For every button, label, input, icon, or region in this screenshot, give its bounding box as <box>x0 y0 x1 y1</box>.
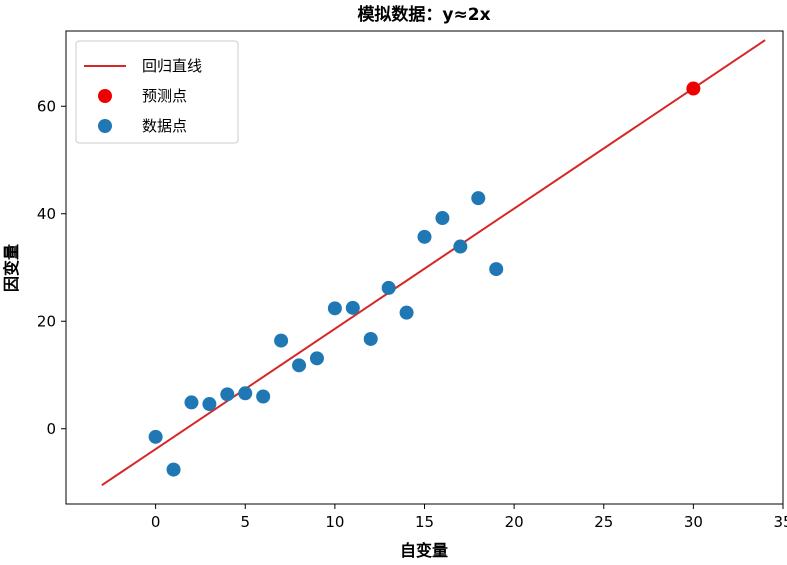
predicted-point <box>686 81 701 96</box>
data-point <box>292 358 307 373</box>
y-tick-label: 20 <box>37 312 56 330</box>
legend-marker-swatch <box>98 119 112 133</box>
plot-area <box>101 39 766 487</box>
x-tick-label: 30 <box>684 513 703 531</box>
data-point <box>363 331 378 346</box>
y-axis-label: 因变量 <box>2 244 21 292</box>
legend-label: 数据点 <box>142 117 187 135</box>
chart-title: 模拟数据：y≈2x <box>357 4 490 25</box>
x-tick-label: 35 <box>773 513 787 531</box>
data-point <box>399 305 414 320</box>
data-point <box>417 229 432 244</box>
legend-label: 预测点 <box>142 87 187 105</box>
x-tick-label: 25 <box>594 513 613 531</box>
x-axis: 0 5 10 15 20 25 30 35 <box>151 504 787 531</box>
legend-marker-swatch <box>98 89 112 103</box>
data-point <box>238 386 253 401</box>
x-tick-label: 5 <box>240 513 250 531</box>
y-tick-label: 60 <box>37 97 56 115</box>
data-point <box>471 191 486 206</box>
data-point <box>220 387 235 402</box>
y-tick-label: 0 <box>46 420 56 438</box>
data-point <box>381 280 396 295</box>
x-tick-label: 20 <box>505 513 524 531</box>
data-point <box>202 397 217 412</box>
data-point <box>327 301 342 316</box>
data-point <box>489 262 504 277</box>
data-point <box>435 211 450 226</box>
data-point <box>274 333 289 348</box>
regression-line <box>101 39 766 487</box>
legend-label: 回归直线 <box>142 57 202 75</box>
x-tick-label: 10 <box>325 513 344 531</box>
x-tick-label: 0 <box>151 513 161 531</box>
data-point <box>184 395 199 410</box>
data-point <box>309 351 324 366</box>
data-point <box>148 429 163 444</box>
y-tick-label: 40 <box>37 205 56 223</box>
x-axis-label: 自变量 <box>400 541 448 560</box>
x-tick-label: 15 <box>415 513 434 531</box>
data-point <box>345 300 360 315</box>
data-point <box>453 239 468 254</box>
y-axis: 0 20 40 60 <box>37 97 66 438</box>
data-point <box>256 389 271 404</box>
data-point <box>166 462 181 477</box>
